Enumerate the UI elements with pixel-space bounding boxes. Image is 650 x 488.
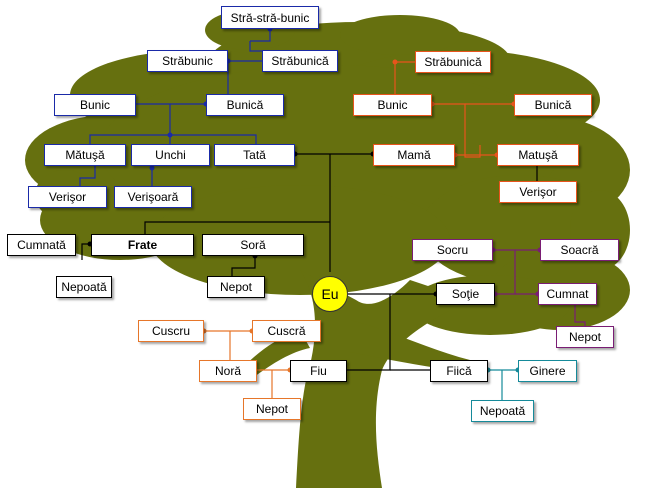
node-ginere: Ginere <box>518 360 577 382</box>
node-nepot-son: Nepot <box>243 398 301 420</box>
core-lines <box>81 153 538 371</box>
node-mama: Mamă <box>373 144 455 166</box>
node-socru: Socru <box>412 239 493 261</box>
node-cuscra: Cuscră <box>252 320 321 342</box>
node-strabunica-maternal: Străbunică <box>415 51 491 73</box>
node-nora: Noră <box>199 360 257 382</box>
node-strabunica-paternal: Străbunică <box>262 50 338 72</box>
node-frate: Frate <box>91 234 194 256</box>
son-in-law-lines <box>204 330 290 398</box>
node-verisoara: Verişoară <box>114 186 192 208</box>
node-strabunic-paternal: Străbunic <box>147 50 228 72</box>
node-matusa-paternal: Mătuşă <box>44 144 126 166</box>
node-bunica-maternal: Bunică <box>514 94 592 116</box>
node-cumnat: Cumnat <box>538 283 597 305</box>
node-fiica: Fiică <box>430 360 488 382</box>
node-nepot-sister: Nepot <box>207 276 265 298</box>
node-tata: Tată <box>214 144 295 166</box>
node-nepoata-left: Nepoată <box>56 276 112 298</box>
node-sotie: Soţie <box>436 283 495 305</box>
node-matusa-maternal: Matuşă <box>497 144 579 166</box>
node-fiu: Fiu <box>290 360 347 382</box>
node-stra-stra-bunic: Stră-stră-bunic <box>221 6 319 29</box>
node-nepoata-daughter: Nepoată <box>471 400 534 422</box>
node-verisor-maternal: Verişor <box>499 181 577 203</box>
node-unchi: Unchi <box>131 144 210 166</box>
node-verisor-paternal: Verişor <box>28 186 107 208</box>
node-cumnata: Cumnată <box>7 234 76 256</box>
node-sora: Soră <box>202 234 304 256</box>
node-me: Eu <box>312 276 348 312</box>
node-bunic-maternal: Bunic <box>353 94 432 116</box>
node-cuscru: Cuscru <box>138 320 204 342</box>
node-nepot-cumnat: Nepot <box>556 326 614 348</box>
node-bunic-paternal: Bunic <box>54 94 136 116</box>
node-soacra: Soacră <box>540 239 619 261</box>
in-law-lines <box>493 249 586 326</box>
daughter-line-links <box>488 369 518 400</box>
node-bunica-paternal: Bunică <box>206 94 284 116</box>
